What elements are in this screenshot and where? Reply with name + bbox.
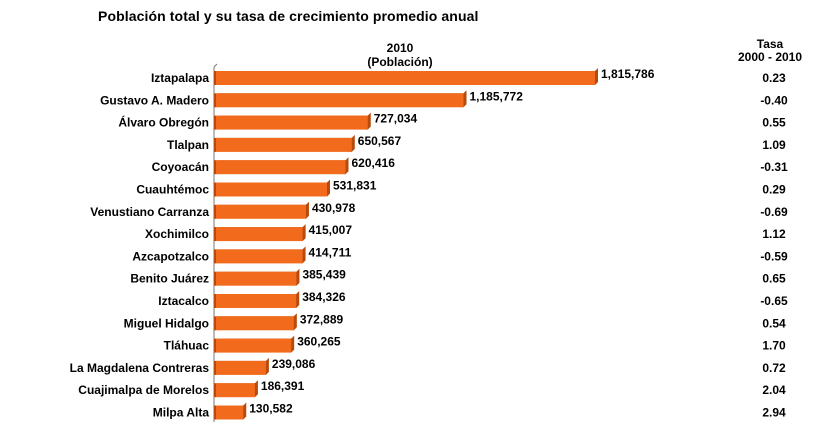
- bar: [216, 294, 297, 308]
- category-label: Miguel Hidalgo: [124, 316, 209, 330]
- category-label: Xochimilco: [145, 227, 209, 241]
- bar: [216, 137, 352, 152]
- value-label: 430,978: [312, 201, 356, 215]
- bar-edge: [214, 137, 216, 152]
- rate-label: 0.54: [762, 316, 786, 330]
- value-label: 239,086: [272, 357, 316, 371]
- value-label: 620,416: [351, 156, 395, 170]
- rate-label: 0.29: [762, 183, 786, 197]
- category-label: Tláhuac: [164, 339, 210, 353]
- value-label: 1,185,772: [470, 89, 524, 103]
- bar: [216, 227, 303, 242]
- rate-label: 2.94: [762, 406, 786, 420]
- value-label: 414,711: [309, 245, 352, 259]
- chart-title: Población total y su tasa de crecimiento…: [98, 8, 479, 24]
- rate-label: 0.55: [762, 116, 786, 130]
- series-header-unit: (Población): [367, 55, 433, 69]
- bar-edge: [214, 182, 216, 197]
- bar: [216, 338, 292, 353]
- bar-edge: [214, 383, 216, 398]
- category-label: Venustiano Carranza: [90, 205, 209, 219]
- bar-edge: [214, 249, 216, 264]
- rate-label: 0.23: [762, 71, 786, 85]
- bar-edge: [214, 316, 216, 331]
- rate-label: -0.31: [760, 160, 788, 174]
- bar-edge: [214, 71, 216, 85]
- value-label: 727,034: [374, 112, 418, 126]
- bar: [216, 360, 266, 375]
- rate-label: -0.40: [760, 93, 788, 107]
- bar: [216, 405, 244, 420]
- value-label: 531,831: [333, 179, 377, 193]
- value-label: 130,582: [249, 402, 293, 416]
- category-label: Coyoacán: [152, 160, 209, 174]
- value-label: 385,439: [302, 268, 346, 282]
- value-label: 372,889: [300, 312, 344, 326]
- bar-edge: [214, 360, 216, 375]
- category-label: Gustavo A. Madero: [100, 93, 209, 107]
- rate-label: 2.04: [762, 383, 786, 397]
- rate-label: 0.65: [762, 272, 786, 286]
- bar-edge: [214, 204, 216, 219]
- category-label: Álvaro Obregón: [118, 115, 209, 130]
- category-label: Tlalpan: [167, 138, 209, 152]
- bar-edge: [214, 338, 216, 353]
- bar: [216, 204, 306, 219]
- category-label: Cuajimalpa de Morelos: [78, 383, 209, 397]
- rate-header: Tasa 2000 - 2010: [720, 38, 820, 64]
- bar: [216, 271, 297, 286]
- bar-edge: [214, 115, 216, 130]
- series-header: 2010 (Población): [330, 41, 470, 69]
- rate-label: 1.12: [762, 227, 786, 241]
- bar: [216, 160, 346, 175]
- bar: [216, 71, 595, 85]
- bar-edge: [214, 227, 216, 242]
- bar: [216, 316, 294, 331]
- category-label: Iztacalco: [158, 294, 209, 308]
- bar-edge: [214, 405, 216, 420]
- rate-label: 0.72: [762, 361, 786, 375]
- bar-edge: [214, 160, 216, 175]
- rate-header-label: Tasa: [756, 37, 784, 51]
- y-axis-cap: [213, 63, 218, 68]
- series-header-year: 2010: [386, 41, 414, 55]
- rate-label: -0.69: [760, 205, 788, 219]
- category-label: Milpa Alta: [153, 406, 210, 420]
- value-label: 650,567: [358, 134, 402, 148]
- value-label: 1,815,786: [601, 67, 655, 81]
- rate-label: 1.70: [762, 339, 786, 353]
- value-label: 186,391: [261, 379, 305, 393]
- category-label: La Magdalena Contreras: [70, 361, 210, 375]
- category-label: Benito Juárez: [130, 272, 209, 286]
- bar-edge: [214, 294, 216, 308]
- rate-label: -0.65: [760, 294, 788, 308]
- bar-edge: [214, 271, 216, 286]
- bar-edge: [214, 93, 216, 108]
- bar: [216, 383, 255, 398]
- category-label: Azcapotzalco: [132, 249, 209, 263]
- value-label: 360,265: [297, 335, 341, 349]
- value-label: 384,326: [302, 290, 346, 304]
- rate-header-period: 2000 - 2010: [737, 50, 803, 64]
- value-label: 415,007: [309, 223, 353, 237]
- bar: [216, 249, 303, 264]
- category-label: Iztapalapa: [151, 71, 209, 85]
- rate-label: 1.09: [762, 138, 786, 152]
- bar: [216, 182, 328, 197]
- category-label: Cuauhtémoc: [136, 183, 209, 197]
- bar: [216, 93, 464, 108]
- bar: [216, 115, 368, 130]
- rate-label: -0.59: [760, 249, 788, 263]
